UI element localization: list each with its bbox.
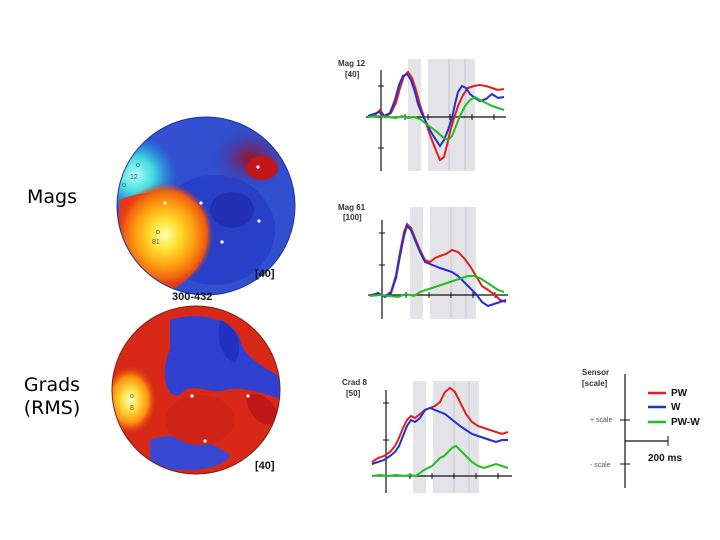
time-window-shade <box>413 381 426 493</box>
svg-text:o: o <box>156 229 160 236</box>
waveform-scale: [50] <box>346 389 361 398</box>
row-label-mags: Mags <box>20 186 84 209</box>
trace-pw-w <box>367 95 505 142</box>
grads-sensor-dots <box>190 394 250 443</box>
trace-pw-w <box>369 275 505 299</box>
grads-label-line1: Grads <box>23 374 81 396</box>
legend-minus-scale: - scale <box>590 462 611 469</box>
time-window-shade <box>430 207 476 319</box>
waveform-panel-mag12: Mag 12 [40] <box>338 59 506 171</box>
waveform-title: Crad 8 <box>342 378 367 387</box>
grads-sensor-a-label: 8 <box>130 405 134 412</box>
svg-text:o: o <box>130 393 134 400</box>
svg-text:o: o <box>122 182 126 189</box>
mags-label: Mags <box>27 186 77 208</box>
trace-w <box>371 406 508 465</box>
time-window-shade <box>408 59 421 171</box>
mags-sensor-a-label: 12 <box>130 174 138 181</box>
time-window-shade <box>428 59 475 171</box>
trace-pw-w <box>371 444 509 478</box>
row-label-grads: Grads (RMS) <box>14 374 90 420</box>
legend-time-bar: 200 ms <box>648 453 682 464</box>
legend-label-w: W <box>671 402 681 413</box>
mags-topomap: o 12 o o 81 [40] 300-432 <box>116 116 296 303</box>
grads-topomap: o 8 [40] <box>111 305 281 475</box>
mags-scale-label: [40] <box>255 268 275 280</box>
waveform-title: Mag 12 <box>338 59 366 68</box>
grads-scale-label: [40] <box>255 460 275 472</box>
waveform-panel-grad8: Crad 8 [50] <box>342 378 512 493</box>
waveform-scale: [40] <box>345 70 360 79</box>
grads-label-line2: (RMS) <box>23 396 81 419</box>
legend: Sensor [scale] + scale - scale 200 ms PW… <box>582 368 700 488</box>
legend-item-pw-w: PW-W <box>648 417 700 428</box>
time-window-label: 300-432 <box>172 291 212 303</box>
legend-item-pw: PW <box>648 388 688 399</box>
svg-text:o: o <box>136 162 140 169</box>
mags-sensor-b-label: 81 <box>152 239 160 246</box>
legend-label-pw: PW <box>671 388 688 399</box>
legend-title-line1: Sensor <box>582 368 609 377</box>
trace-pw <box>367 70 505 162</box>
legend-plus-scale: + scale <box>590 417 612 424</box>
trace-pw <box>371 386 509 463</box>
waveform-panel-mag61: Mag 61 [100] <box>338 203 508 319</box>
mags-sensor-dots <box>163 165 261 244</box>
legend-title-line2: [scale] <box>582 379 608 388</box>
legend-item-w: W <box>648 402 681 413</box>
trace-w <box>369 224 507 308</box>
waveform-scale: [100] <box>343 213 362 222</box>
time-window-shade <box>410 207 423 319</box>
waveform-title: Mag 61 <box>338 203 366 212</box>
legend-label-pw-w: PW-W <box>671 417 700 428</box>
